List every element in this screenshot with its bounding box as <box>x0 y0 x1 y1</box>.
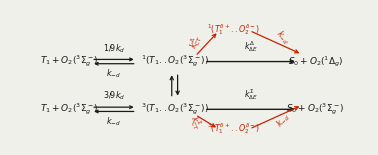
Text: $^3(T_1{..}O_2(^3\Sigma_g^-))$: $^3(T_1{..}O_2(^3\Sigma_g^-))$ <box>141 102 209 117</box>
Text: $k_{-d}$: $k_{-d}$ <box>107 116 121 128</box>
Text: $T_1 + O_2(^3\Sigma_g^-)$: $T_1 + O_2(^3\Sigma_g^-)$ <box>40 54 98 69</box>
Text: $^3(T_1^{\delta +}{..}O_2^{\delta -})$: $^3(T_1^{\delta +}{..}O_2^{\delta -})$ <box>207 122 260 136</box>
Text: $3/9k_d$: $3/9k_d$ <box>103 90 125 102</box>
Text: $^1(T_1{..}O_2(^3\Sigma_g^-))$: $^1(T_1{..}O_2(^3\Sigma_g^-))$ <box>141 54 209 69</box>
Text: $k_{\Delta E}^{\Sigma}$: $k_{\Delta E}^{\Sigma}$ <box>244 87 258 102</box>
Text: $T_1 + O_2(^3\Sigma_g^-)$: $T_1 + O_2(^3\Sigma_g^-)$ <box>40 102 98 117</box>
Text: $^1(T_1^{\delta +}{..}O_2^{\delta -})$: $^1(T_1^{\delta +}{..}O_2^{\delta -})$ <box>207 22 260 37</box>
Text: $k_{-d}$: $k_{-d}$ <box>273 27 293 47</box>
Text: $k_{CT}^{\Sigma}$: $k_{CT}^{\Sigma}$ <box>186 114 206 133</box>
Text: $k_{-d}$: $k_{-d}$ <box>273 111 293 130</box>
Text: $k_{\Delta E}^{\Delta}$: $k_{\Delta E}^{\Delta}$ <box>244 40 258 54</box>
Text: $k_{-d}$: $k_{-d}$ <box>107 68 121 80</box>
Text: $k_{CT}^{\Delta}$: $k_{CT}^{\Delta}$ <box>186 32 206 51</box>
Text: $S_0 + O_2(^3\Sigma_g^-)$: $S_0 + O_2(^3\Sigma_g^-)$ <box>286 102 345 117</box>
Text: $S_0 + O_2(^1\Delta_g)$: $S_0 + O_2(^1\Delta_g)$ <box>288 54 343 69</box>
Text: $1/9k_d$: $1/9k_d$ <box>103 42 125 55</box>
